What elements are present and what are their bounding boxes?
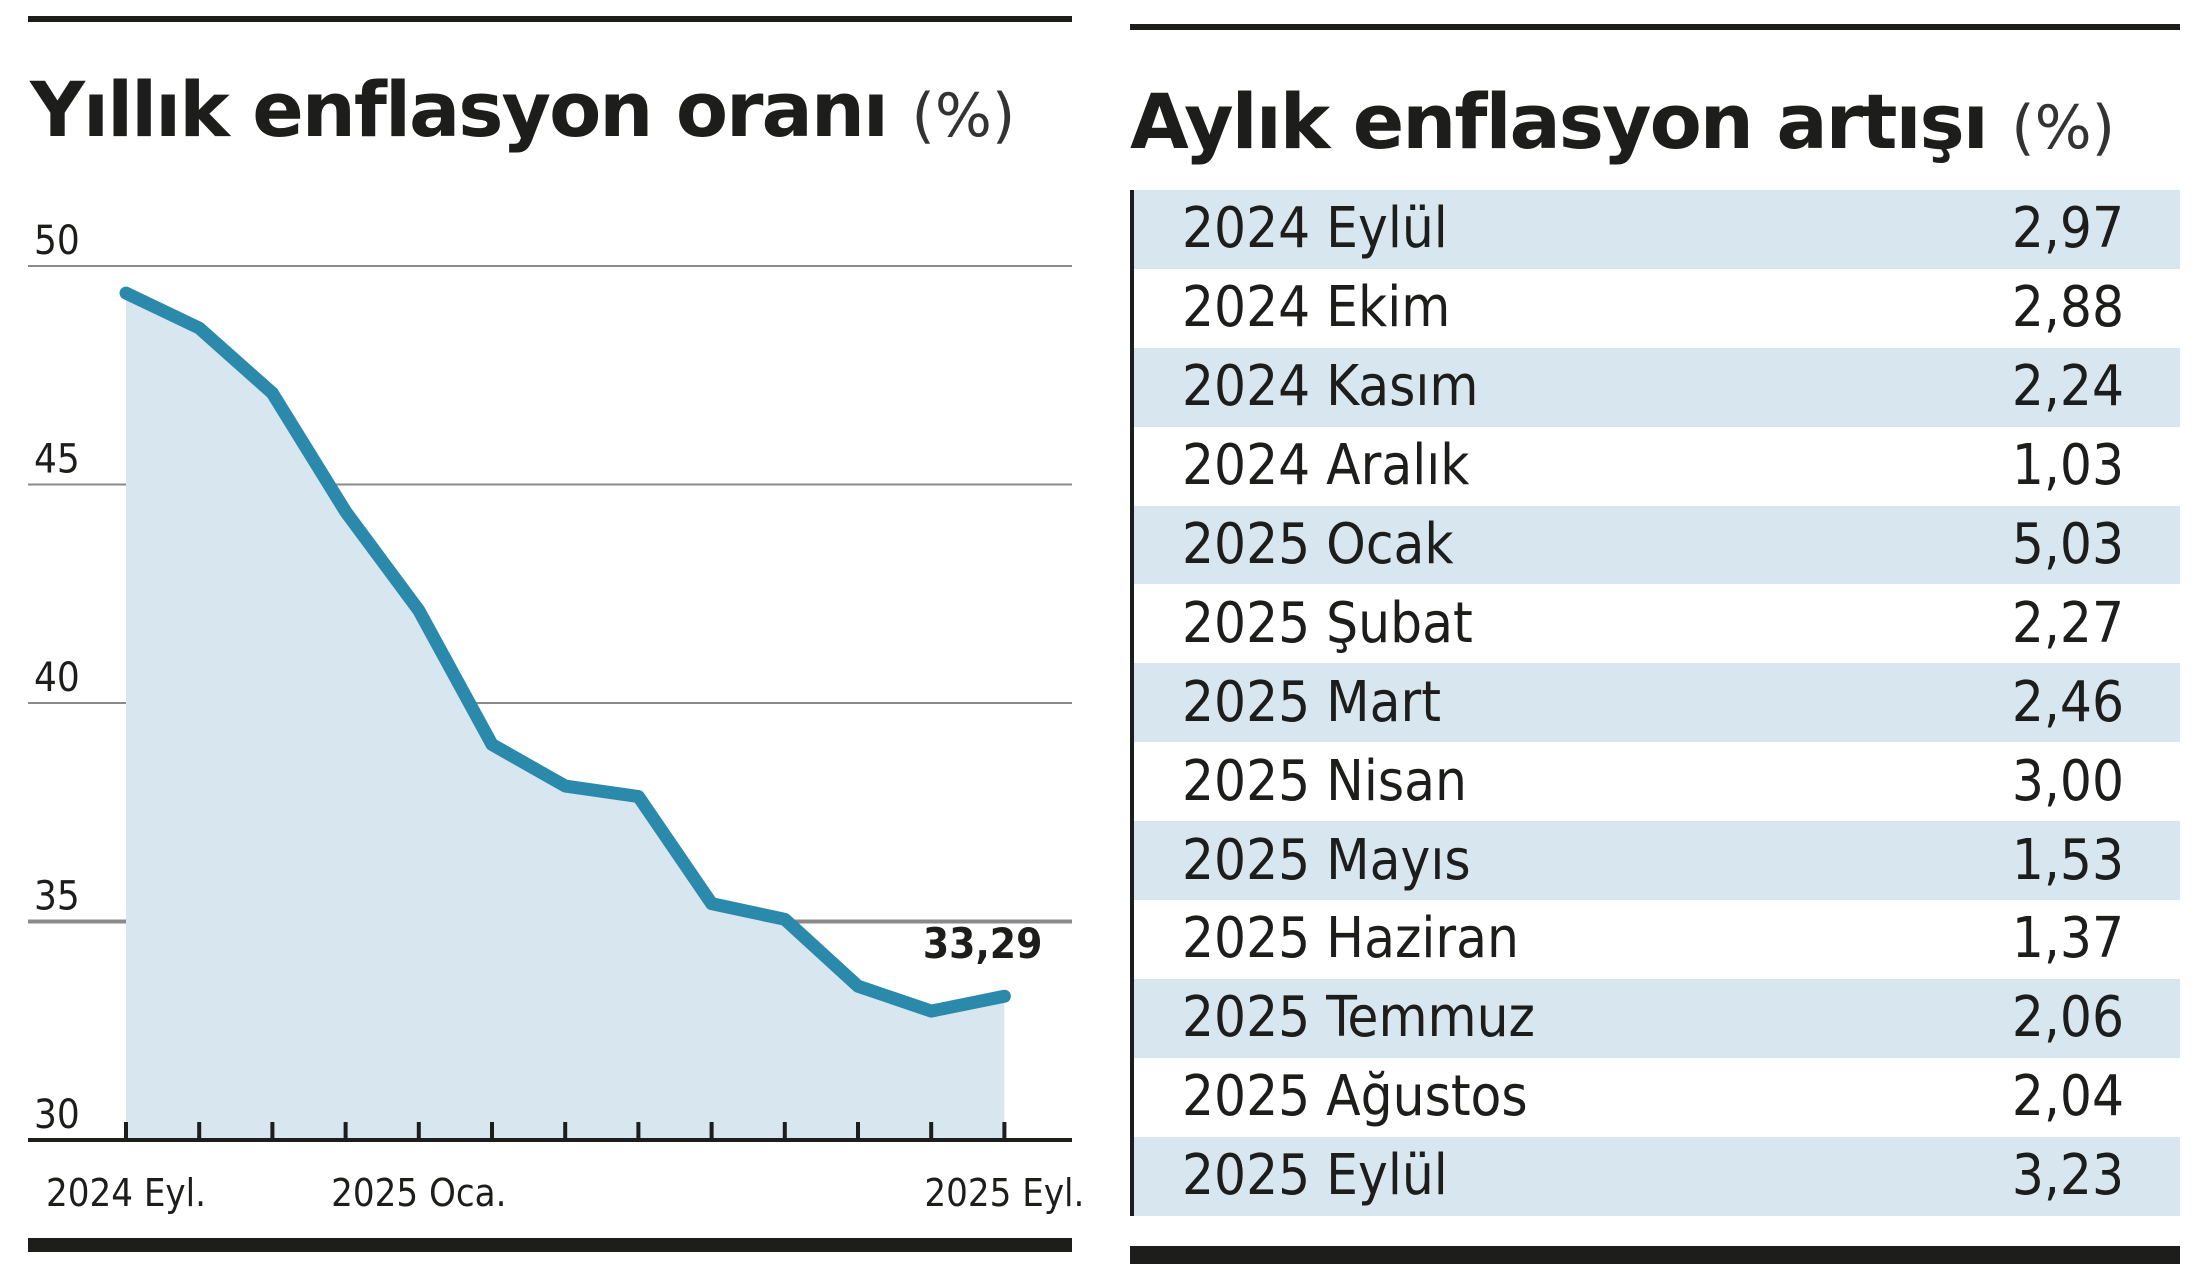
row-month-label: 2025 Ocak: [1182, 512, 1454, 577]
row-month-label: 2024 Ekim: [1182, 275, 1451, 341]
y-tick-label: 45: [34, 437, 80, 483]
row-month-label: 2025 Nisan: [1182, 748, 1467, 814]
row-month-label: 2025 Ağustos: [1182, 1064, 1528, 1130]
y-tick-label: 30: [34, 1092, 80, 1138]
data-point: [339, 505, 352, 518]
end-value-annotation: 33,29: [923, 919, 1043, 968]
data-point: [559, 780, 572, 793]
annual-inflation-title-unit: (%): [911, 81, 1016, 151]
chart-axis: [28, 1122, 1072, 1142]
table-row: 2025 Eylül 3,23: [1130, 1136, 2180, 1216]
table-row: 2025 Mart 2,46: [1130, 663, 2180, 743]
annual-inflation-title-text: Yıllık enflasyon oranı: [30, 65, 889, 154]
table-row: 2025 Ağustos 2,04: [1130, 1058, 2180, 1137]
table-row: 2025 Mayıs 1,53: [1130, 821, 2180, 901]
table-row: 2025 Temmuz 2,06: [1130, 978, 2180, 1058]
table-row: 2025 Haziran 1,37: [1130, 900, 2180, 979]
data-point: [778, 913, 791, 926]
annual-inflation-chart: 30 35 40 45 50 2024 Eyl. 2025 Oca. 2025 Eyl. 33,…: [28, 218, 1084, 1215]
x-tick-label: 2024 Eyl.: [46, 1171, 206, 1215]
row-value: 3,23: [2011, 1143, 2124, 1209]
x-tick-label: 2025 Eyl.: [924, 1171, 1084, 1215]
right-bottom-rule: [1130, 1246, 2180, 1264]
row-month-label: 2025 Mart: [1182, 669, 1441, 735]
table-row: 2024 Eylül 2,97: [1130, 190, 2180, 269]
left-top-rule: [28, 16, 1072, 22]
row-month-label: 2024 Kasım: [1182, 354, 1479, 420]
data-point: [998, 990, 1011, 1003]
row-month-label: 2025 Temmuz: [1182, 985, 1535, 1051]
monthly-inflation-title: Aylık enflasyon artışı (%): [1130, 84, 2115, 160]
chart-area-layer: [126, 293, 1005, 1140]
row-value: 2,88: [2011, 275, 2124, 341]
row-value: 2,97: [2011, 196, 2124, 262]
data-point: [120, 287, 132, 300]
monthly-inflation-table: 2024 Eylül 2,97 2024 Ekim 2,88 2024 Kasım 2,2…: [1130, 190, 2180, 1216]
data-point: [193, 322, 206, 335]
table-row: 2025 Ocak 5,03: [1130, 505, 2180, 585]
left-bottom-rule: [28, 1238, 1072, 1252]
table-row: 2024 Kasım 2,24: [1130, 347, 2180, 427]
data-point: [412, 604, 425, 617]
row-month-label: 2025 Şubat: [1182, 590, 1473, 656]
row-month-label: 2024 Eylül: [1182, 196, 1448, 262]
row-value: 1,37: [2011, 906, 2124, 972]
row-month-label: 2024 Aralık: [1182, 433, 1470, 499]
x-tick-label: 2025 Oca.: [331, 1171, 506, 1215]
annual-inflation-title: Yıllık enflasyon oranı (%): [30, 72, 1015, 148]
y-tick-label: 35: [34, 874, 80, 920]
area-fill: [126, 293, 1005, 1140]
table-row: 2025 Şubat 2,27: [1130, 584, 2180, 663]
row-value: 1,53: [2011, 827, 2124, 893]
table-row: 2024 Aralık 1,03: [1130, 427, 2180, 506]
data-point: [486, 738, 498, 751]
row-month-label: 2025 Mayıs: [1182, 827, 1471, 893]
y-tick-label: 50: [34, 218, 80, 264]
row-value: 2,46: [2011, 669, 2124, 735]
row-value: 2,24: [2011, 354, 2124, 420]
row-month-label: 2025 Haziran: [1182, 906, 1519, 972]
monthly-inflation-title-text: Aylık enflasyon artışı: [1130, 77, 1989, 166]
y-tick-label: 40: [34, 655, 80, 701]
chart-labels: 30 35 40 45 50 2024 Eyl. 2025 Oca. 2025 Eyl. 33,…: [34, 218, 1084, 1215]
data-point: [925, 1005, 938, 1018]
row-value: 2,27: [2011, 590, 2124, 656]
row-value: 1,03: [2011, 433, 2124, 499]
data-point: [705, 897, 718, 910]
row-value: 2,06: [2011, 985, 2124, 1051]
data-point: [266, 387, 279, 400]
right-top-rule: [1130, 24, 2180, 30]
row-value: 2,04: [2011, 1064, 2124, 1130]
row-value: 5,03: [2011, 512, 2124, 577]
chart-line-layer: [119, 286, 1011, 1018]
table-row: 2024 Ekim 2,88: [1130, 269, 2180, 348]
monthly-inflation-title-unit: (%): [2011, 93, 2116, 163]
table-row: 2025 Nisan 3,00: [1130, 742, 2180, 821]
row-month-label: 2025 Eylül: [1182, 1143, 1448, 1209]
data-point: [632, 790, 645, 803]
table-rows: 2024 Eylül 2,97 2024 Ekim 2,88 2024 Kasım 2,2…: [1130, 190, 2180, 1216]
row-value: 3,00: [2011, 748, 2124, 814]
data-point: [852, 980, 864, 993]
table-left-rule: [1130, 190, 1134, 1216]
